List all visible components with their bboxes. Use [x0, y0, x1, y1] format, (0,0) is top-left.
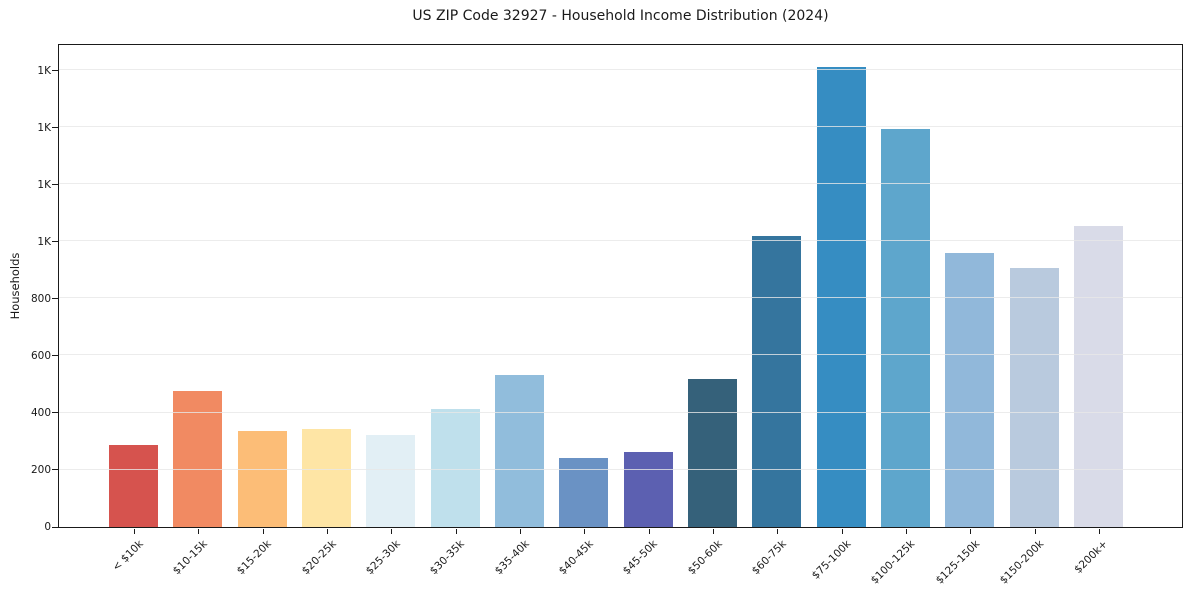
x-tick-mark	[905, 528, 907, 534]
y-tick-label: 400	[30, 406, 51, 419]
bar	[366, 434, 416, 527]
x-tick-label: $30-35k	[428, 538, 468, 578]
x-tick-mark	[841, 528, 843, 534]
gridline	[58, 183, 1182, 185]
bar	[623, 452, 673, 527]
x-tick-label: $20-25k	[299, 538, 339, 578]
y-tick-label: 1K	[37, 121, 51, 134]
y-tick-label: 1K	[37, 64, 51, 77]
x-tick-mark	[198, 528, 200, 534]
y-tick-mark	[52, 127, 58, 129]
y-axis-label: Households	[8, 252, 22, 320]
bar	[880, 128, 930, 527]
y-tick-mark	[52, 241, 58, 243]
plot-area	[57, 43, 1183, 528]
bar	[1009, 268, 1059, 527]
x-tick-mark	[712, 528, 714, 534]
x-tick-label: $75-100k	[809, 538, 854, 582]
y-tick-mark	[52, 70, 58, 72]
bar	[173, 391, 223, 527]
bar	[237, 431, 287, 527]
x-tick-label: $100-125k	[868, 538, 918, 587]
bar	[1073, 226, 1123, 527]
x-tick-label: $40-45k	[556, 538, 596, 578]
y-tick-mark	[52, 412, 58, 414]
chart-title: US ZIP Code 32927 - Household Income Dis…	[412, 8, 829, 24]
x-tick-mark	[648, 528, 650, 534]
bar	[687, 379, 737, 527]
bar	[752, 236, 802, 527]
gridline	[58, 240, 1182, 242]
y-tick-label: 0	[44, 521, 51, 533]
bar	[816, 67, 866, 527]
x-tick-mark	[519, 528, 521, 534]
bar	[301, 429, 351, 527]
y-tick-label: 1K	[37, 235, 51, 248]
x-tick-mark	[134, 528, 135, 534]
x-tick-mark	[326, 528, 328, 534]
x-tick-label: $50-60k	[685, 538, 725, 578]
bar	[494, 375, 544, 527]
x-tick-mark	[1098, 528, 1100, 534]
bar	[430, 408, 480, 527]
gridline	[58, 69, 1182, 71]
gridline	[58, 126, 1182, 128]
y-tick-label: 1K	[37, 178, 51, 191]
y-tick-mark	[52, 184, 58, 186]
x-tick-mark	[777, 528, 779, 534]
bar	[945, 252, 995, 527]
x-tick-label: $15-20k	[235, 538, 275, 578]
x-tick-label: $35-40k	[492, 538, 532, 578]
y-tick-mark	[52, 469, 58, 471]
bar	[559, 458, 609, 527]
x-tick-label: $200k+	[1072, 538, 1111, 576]
y-tick-mark	[52, 298, 58, 300]
y-tick-label: 800	[30, 292, 51, 305]
bar	[109, 445, 158, 527]
x-tick-mark	[391, 528, 393, 534]
y-tick-mark	[52, 355, 58, 357]
x-tick-label: $25-30k	[363, 538, 403, 578]
x-tick-label: $10-15k	[170, 538, 210, 578]
x-tick-label: $45-50k	[621, 538, 661, 578]
x-tick-mark	[584, 528, 586, 534]
x-tick-label: $125-150k	[933, 538, 982, 587]
x-tick-label: < $10k	[109, 538, 146, 574]
x-tick-label: $60-75k	[749, 538, 789, 578]
y-tick-mark	[52, 526, 58, 528]
x-tick-label: $150-200k	[997, 538, 1047, 587]
x-tick-mark	[970, 528, 972, 534]
x-tick-mark	[455, 528, 457, 534]
x-tick-mark	[262, 528, 264, 534]
x-tick-mark	[1034, 528, 1036, 534]
y-tick-label: 200	[30, 463, 51, 476]
y-tick-label: 600	[30, 349, 51, 362]
